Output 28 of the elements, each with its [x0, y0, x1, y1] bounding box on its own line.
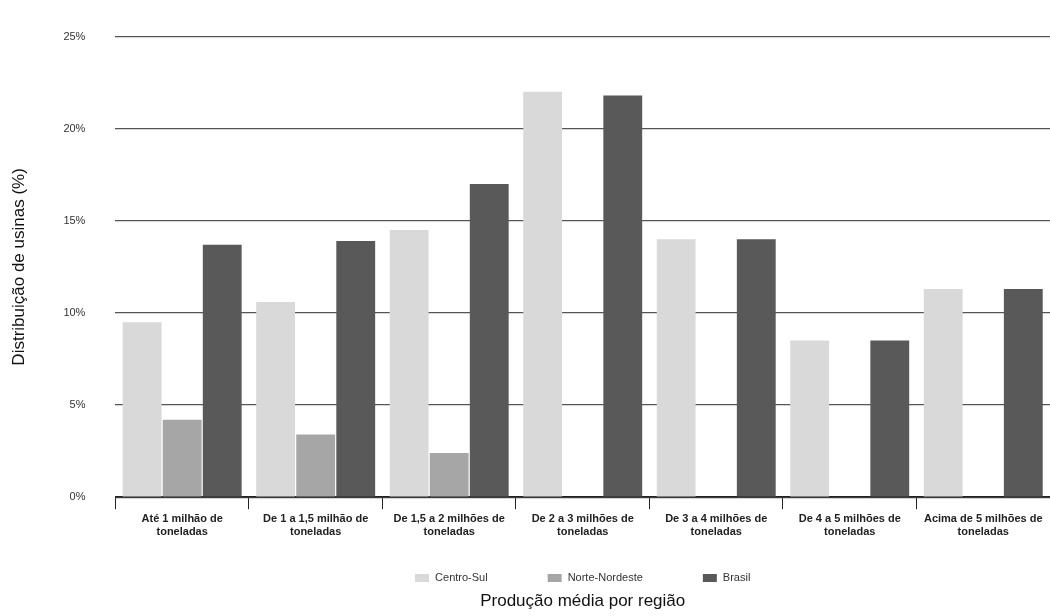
- y-axis-title: Distribuição de usinas (%): [8, 168, 28, 366]
- x-tick-label: Até 1 milhão de toneladas: [141, 511, 223, 538]
- x-axis-title: Produção média por região: [480, 591, 686, 611]
- legend-label: Brasil: [722, 571, 751, 584]
- bar: [790, 340, 830, 497]
- legend-label: Norte-Nordeste: [567, 571, 643, 584]
- bar: [923, 289, 963, 497]
- legend-label: Centro-Sul: [435, 571, 488, 584]
- y-tick-label: 15%: [63, 213, 86, 226]
- bar: [429, 452, 469, 497]
- y-tick-label: 0%: [69, 490, 86, 503]
- y-tick-label: 20%: [63, 121, 86, 134]
- x-tick-label: De 1,5 a 2 milhões de toneladas: [393, 511, 505, 538]
- y-tick-label: 25%: [63, 29, 86, 42]
- bar: [523, 91, 563, 497]
- bar: [162, 419, 202, 497]
- bar: [656, 239, 696, 497]
- x-tick-label: De 3 a 4 milhões de toneladas: [665, 511, 768, 538]
- bar: [296, 434, 336, 497]
- bar: [122, 322, 162, 497]
- bar: [256, 301, 296, 497]
- y-tick-label: 10%: [63, 305, 86, 318]
- x-tick-label: De 4 a 5 milhões de toneladas: [798, 511, 901, 538]
- x-tick-label: De 2 a 3 milhões de toneladas: [531, 511, 634, 538]
- x-tick-label: Acima de 5 milhões de toneladas: [923, 511, 1043, 538]
- bar: [389, 230, 429, 497]
- x-tick-label: De 1 a 1,5 milhão de toneladas: [263, 511, 369, 538]
- y-tick-label: 5%: [69, 398, 86, 411]
